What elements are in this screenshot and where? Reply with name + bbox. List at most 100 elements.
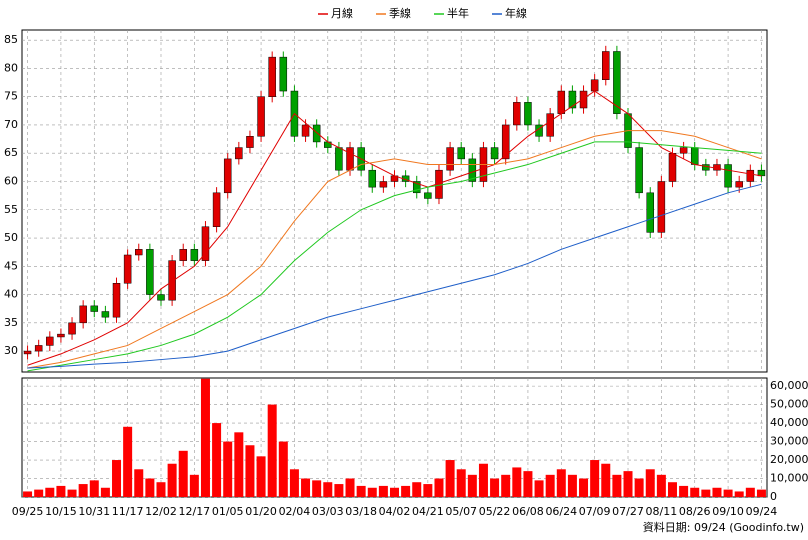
ma-line: [27, 130, 762, 369]
volume-bar: [234, 432, 244, 497]
candle-body: [223, 158, 232, 194]
candle-body: [201, 226, 210, 261]
x-tick-label: 06/08: [512, 505, 544, 518]
legend-label: 季線: [389, 6, 411, 20]
candle-body: [23, 350, 32, 355]
candle-body: [335, 147, 343, 171]
legend-label: 年線: [505, 6, 527, 20]
candle-body: [57, 333, 65, 338]
candle-body: [90, 305, 99, 312]
candle-body: [268, 56, 276, 97]
volume-bar: [23, 491, 33, 497]
volume-bar: [334, 484, 344, 497]
candle-body: [179, 249, 187, 261]
volume-tick-label: 40,000: [770, 416, 808, 429]
candle-body: [546, 113, 554, 137]
candle-body: [613, 51, 621, 114]
x-tick-label: 02/04: [279, 505, 311, 518]
volume-bar: [212, 423, 222, 497]
candle-body: [446, 147, 454, 171]
volume-tick-label: 20,000: [770, 453, 808, 466]
volume-tick-label: 10,000: [770, 472, 808, 485]
candle-body: [168, 260, 176, 301]
x-tick-label: 01/05: [212, 505, 244, 518]
volume-bar: [423, 484, 433, 497]
x-tick-label: 04/02: [379, 505, 411, 518]
volume-tick-label: 60,000: [770, 379, 808, 392]
volume-bar: [556, 469, 566, 497]
candle-body: [657, 181, 666, 233]
volume-bar: [501, 474, 511, 497]
volume-bar: [34, 489, 44, 497]
candle-body: [379, 181, 388, 188]
y-tick-label: 40: [4, 288, 18, 301]
volume-tick-label: 30,000: [770, 435, 808, 448]
ma-line: [27, 90, 762, 366]
volume-bar: [612, 474, 622, 497]
candle-body: [368, 169, 377, 188]
legend-label: 月線: [331, 6, 353, 20]
source-note: 資料日期: 09/24 (Goodinfo.tw): [643, 520, 804, 534]
volume-bar: [690, 487, 700, 497]
x-tick-label: 05/07: [445, 505, 477, 518]
volume-bar: [601, 463, 611, 497]
candle-body: [157, 294, 165, 301]
candle-body: [702, 164, 710, 171]
volume-bar: [478, 463, 488, 497]
candle-body: [34, 345, 43, 352]
volume-bar: [645, 469, 655, 497]
candle-body: [46, 336, 54, 346]
volume-bar: [445, 460, 455, 497]
candle-body: [690, 147, 699, 165]
x-tick-label: 09/10: [712, 505, 744, 518]
candle-body: [257, 96, 265, 137]
candle-body: [746, 169, 755, 182]
volume-bar: [289, 469, 299, 497]
volume-bar: [378, 485, 388, 497]
volume-bar: [145, 478, 155, 497]
candle-body: [312, 124, 321, 143]
y-tick-label: 55: [4, 203, 18, 216]
volume-bar: [734, 491, 744, 497]
candle-body: [724, 164, 732, 188]
candle-body: [346, 147, 354, 171]
volume-bar: [45, 487, 55, 497]
volume-bar: [78, 484, 88, 497]
candle-body: [190, 249, 199, 261]
x-tick-label: 07/09: [579, 505, 611, 518]
volume-bar: [301, 478, 311, 497]
candle-body: [513, 102, 521, 126]
volume-bar: [200, 378, 210, 497]
volume-bar: [634, 478, 644, 497]
x-tick-label: 10/15: [45, 505, 77, 518]
volume-bar: [456, 469, 466, 497]
candle-body: [635, 147, 643, 194]
candle-body: [235, 147, 243, 160]
volume-bar: [312, 480, 322, 497]
volume-tick-label: 50,000: [770, 398, 808, 411]
volume-bar: [756, 489, 766, 497]
candle-body: [679, 147, 688, 154]
volume-bar: [156, 482, 166, 497]
volume-bar: [434, 478, 444, 497]
volume-bar: [100, 487, 110, 497]
x-tick-label: 12/17: [178, 505, 210, 518]
candle-body: [412, 181, 421, 194]
candle-body: [123, 254, 132, 284]
volume-bar: [512, 467, 522, 497]
candle-body: [602, 51, 610, 80]
volume-bar: [745, 487, 755, 497]
candle-body: [590, 79, 599, 92]
candle-body: [146, 249, 154, 295]
volume-bar: [167, 463, 177, 497]
volume-bar: [89, 480, 99, 497]
candle-body: [112, 282, 121, 318]
volume-bar: [401, 485, 411, 497]
volume-bar: [590, 460, 600, 497]
x-tick-label: 12/02: [145, 505, 177, 518]
candle-body: [646, 192, 654, 233]
y-tick-label: 45: [4, 259, 18, 272]
volume-bar: [467, 474, 477, 497]
candle-body: [279, 56, 288, 92]
